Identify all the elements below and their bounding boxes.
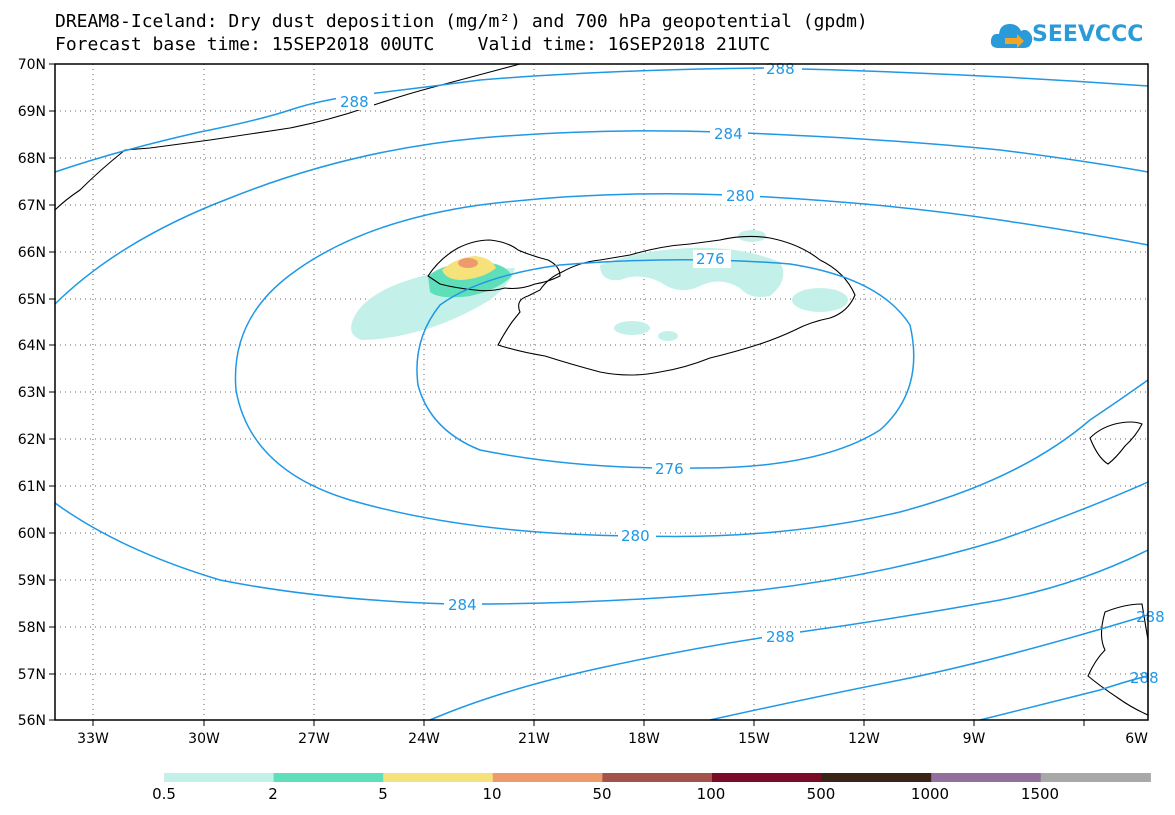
grid-lines — [55, 64, 1148, 720]
contour-292b — [979, 675, 1149, 721]
contour-label: 288 — [766, 628, 795, 646]
legend-swatch — [492, 773, 603, 782]
dust-deposition-shading — [351, 230, 848, 341]
legend-swatch — [821, 773, 932, 782]
logo-text: SEEVCCC — [1032, 22, 1144, 47]
legend-label: 10 — [482, 785, 501, 803]
dust-plume-high — [442, 256, 496, 280]
lon-label: 18W — [628, 731, 660, 747]
coast-westfjords — [427, 239, 561, 292]
contour-label: 280 — [621, 527, 650, 545]
legend-swatch — [931, 773, 1042, 782]
lon-label: 33W — [77, 731, 109, 747]
lat-label: 62N — [18, 432, 46, 448]
geopotential-contours — [54, 67, 1149, 721]
contour-288-north — [54, 67, 1149, 173]
map-frame — [54, 63, 1149, 721]
lat-label: 57N — [18, 667, 46, 683]
lat-label: 56N — [18, 713, 46, 729]
contour-292a — [709, 614, 1149, 721]
contour-label: 288 — [1130, 669, 1159, 687]
color-legend — [164, 773, 1151, 782]
contour-label: 276 — [696, 250, 725, 268]
legend-label: 50 — [592, 785, 611, 803]
lon-label: 12W — [848, 731, 880, 747]
lat-label: 64N — [18, 338, 46, 354]
contour-labels: 288 288 284 280 276 276 280 284 288 288 … — [336, 60, 1165, 687]
legend-label: 100 — [697, 785, 726, 803]
legend-labels: 0.5 2 5 10 50 100 500 1000 1500 — [152, 785, 1059, 803]
lon-label: 30W — [188, 731, 220, 747]
legend-swatch — [273, 773, 384, 782]
coast-greenland — [54, 63, 521, 211]
legend-swatch — [712, 773, 823, 782]
contour-label: 288 — [766, 60, 795, 78]
lat-label: 58N — [18, 620, 46, 636]
contour-label: 288 — [340, 93, 369, 111]
legend-label: 500 — [807, 785, 836, 803]
map-subtitle: Forecast base time: 15SEP2018 00UTC Vali… — [55, 34, 771, 55]
contour-280 — [234, 193, 1149, 538]
axis-ticks — [49, 63, 1085, 726]
coast-faroes — [1089, 421, 1143, 465]
contour-label: 284 — [714, 125, 743, 143]
dust-patch-east-iceland — [792, 288, 848, 312]
cloud-arrow-icon — [990, 24, 1033, 48]
lat-label: 70N — [18, 57, 46, 73]
map-title: DREAM8-Iceland: Dry dust deposition (mg/… — [55, 11, 868, 32]
legend-swatch — [602, 773, 713, 782]
legend-label: 1500 — [1021, 785, 1059, 803]
legend-swatch — [383, 773, 494, 782]
lon-label: 6W — [1125, 731, 1148, 747]
lat-label: 69N — [18, 104, 46, 120]
lon-label: 24W — [408, 731, 440, 747]
lon-label: 15W — [738, 731, 770, 747]
contour-label: 276 — [655, 460, 684, 478]
lat-label: 67N — [18, 198, 46, 214]
legend-label: 5 — [378, 785, 388, 803]
legend-swatch — [1040, 773, 1151, 782]
lat-label: 63N — [18, 385, 46, 401]
legend-swatch — [164, 773, 275, 782]
lon-label: 21W — [518, 731, 550, 747]
lat-label: 61N — [18, 479, 46, 495]
lon-label: 27W — [298, 731, 330, 747]
lat-label: 59N — [18, 573, 46, 589]
contour-label: 280 — [726, 187, 755, 205]
coast-scotland — [1087, 603, 1149, 716]
legend-label: 0.5 — [152, 785, 176, 803]
legend-label: 2 — [268, 785, 278, 803]
lon-label: 9W — [963, 731, 986, 747]
contour-label: 288 — [1136, 608, 1165, 626]
longitude-labels: 33W 30W 27W 24W 21W 18W 15W 12W 9W 6W — [77, 731, 1148, 747]
dust-patch-interior-2 — [658, 331, 678, 341]
coast-iceland — [497, 235, 856, 376]
legend-label: 1000 — [911, 785, 949, 803]
lat-label: 65N — [18, 292, 46, 308]
coastlines — [54, 63, 1149, 716]
lat-label: 68N — [18, 151, 46, 167]
contour-284 — [54, 130, 1149, 605]
contour-label: 284 — [448, 596, 477, 614]
dust-patch-interior — [614, 321, 650, 335]
seevccc-logo: SEEVCCC — [990, 18, 1150, 58]
latitude-labels: 70N 69N 68N 67N 66N 65N 64N 63N 62N 61N … — [18, 57, 46, 729]
lat-label: 60N — [18, 526, 46, 542]
dust-plume-peak — [458, 258, 478, 268]
lat-label: 66N — [18, 245, 46, 261]
contour-276 — [416, 259, 915, 469]
